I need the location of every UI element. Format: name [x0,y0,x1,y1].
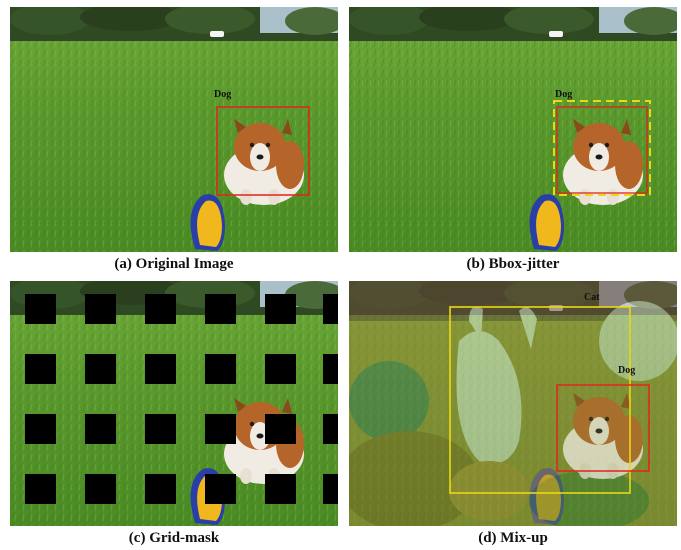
grid-mask-squares [25,294,338,504]
mix-up-panel: Cat Dog [349,281,677,526]
bbox-jitter-panel: Dog [349,7,677,252]
bbox-jitter-image [349,7,677,252]
grid-mask-image [10,281,338,526]
dog-bounding-box [556,384,650,472]
cat-bounding-box [449,306,631,494]
dog-box-label: Dog [618,365,636,376]
caption-mix-up: (d) Mix-up [478,530,548,546]
caption-bbox-jitter: (b) Bbox-jitter [466,256,560,272]
cat-box-label: Cat [584,292,600,303]
grid-mask-panel [10,281,338,526]
dog-bounding-box [556,106,648,194]
original-image [10,7,338,252]
dog-box-label: Dog [555,89,573,100]
mix-up-image [349,281,677,526]
caption-grid-mask: (c) Grid-mask [128,530,220,546]
jittered-bounding-box [553,100,651,196]
dog-bounding-box [216,106,310,196]
original-image-panel: Dog [10,7,338,252]
dog-box-label: Dog [214,89,232,100]
caption-original-image: (a) Original Image [114,256,234,272]
